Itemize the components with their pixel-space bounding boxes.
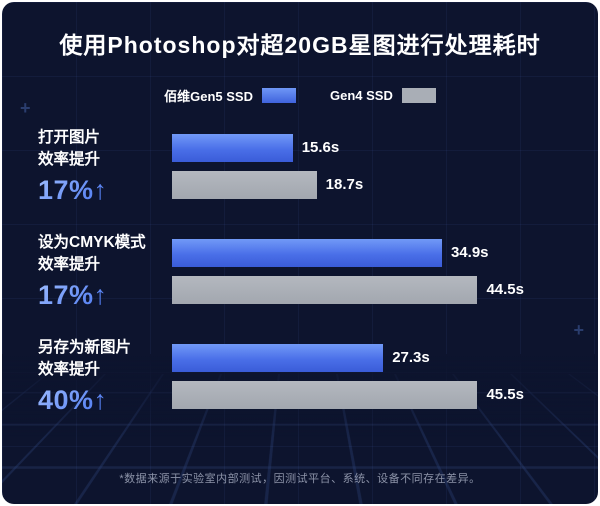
legend-label-gen4: Gen4 SSD bbox=[330, 88, 393, 103]
bar-row-gen4: 18.7s bbox=[172, 170, 524, 199]
bar-group-cmyk-mode: 设为CMYK模式 效率提升 17%↑ 34.9s 44.5s bbox=[2, 232, 598, 311]
bar-row-gen4: 44.5s bbox=[172, 275, 524, 304]
plus-decoration: + bbox=[20, 98, 31, 118]
bar-value: 45.5s bbox=[486, 386, 524, 404]
bar-groups: 打开图片 效率提升 17%↑ 15.6s 18.7s bbox=[2, 127, 598, 416]
bar-group-open-image: 打开图片 效率提升 17%↑ 15.6s 18.7s bbox=[2, 127, 598, 206]
chart-title: 使用Photoshop对超20GB星图进行处理耗时 bbox=[59, 32, 541, 58]
legend-swatch-gen4 bbox=[401, 88, 436, 103]
legend-swatch-gen5 bbox=[262, 88, 296, 103]
category-sublabel: 效率提升 bbox=[38, 256, 101, 274]
chart-legend: 佰维Gen5 SSD Gen4 SSD bbox=[2, 86, 598, 105]
bar-gen4 bbox=[172, 380, 478, 409]
category-label: 打开图片 bbox=[38, 129, 101, 146]
group-label: 另存为新图片 效率提升 40%↑ bbox=[38, 337, 172, 416]
bar-row-gen5: 27.3s bbox=[172, 343, 524, 372]
group-label: 打开图片 效率提升 17%↑ bbox=[38, 127, 172, 206]
bars-area: 15.6s 18.7s bbox=[172, 133, 524, 199]
bar-gen4 bbox=[172, 275, 478, 304]
bar-value: 34.9s bbox=[450, 244, 489, 262]
bar-row-gen4: 45.5s bbox=[172, 380, 524, 409]
bar-row-gen5: 34.9s bbox=[172, 238, 524, 267]
bar-value: 18.7s bbox=[325, 176, 364, 194]
bar-value: 27.3s bbox=[392, 349, 430, 367]
bar-group-save-as-new: 另存为新图片 效率提升 40%↑ 27.3s 45.5s bbox=[2, 337, 598, 416]
category-label: 设为CMYK模式 bbox=[38, 233, 146, 251]
improvement-percent: 17%↑ bbox=[38, 175, 172, 206]
bar-gen4 bbox=[172, 170, 317, 199]
bar-value: 15.6s bbox=[301, 139, 340, 157]
bar-row-gen5: 15.6s bbox=[172, 133, 524, 162]
legend-item-gen5: 佰维Gen5 SSD bbox=[164, 86, 296, 105]
category-label: 另存为新图片 bbox=[38, 338, 132, 356]
bars-area: 34.9s 44.5s bbox=[172, 238, 524, 304]
legend-label-gen5: 佰维Gen5 SSD bbox=[164, 89, 253, 104]
category-sublabel: 效率提升 bbox=[38, 151, 101, 169]
plus-decoration: + bbox=[573, 320, 584, 340]
bars-area: 27.3s 45.5s bbox=[172, 343, 524, 409]
bar-gen5 bbox=[172, 238, 442, 267]
data-source-footnote: *数据来源于实验室内部测试，因测试平台、系统、设备不同存在差异。 bbox=[119, 473, 481, 485]
legend-item-gen4: Gen4 SSD bbox=[330, 88, 436, 103]
improvement-percent: 40%↑ bbox=[38, 385, 172, 416]
bar-value: 44.5s bbox=[486, 281, 524, 299]
group-label: 设为CMYK模式 效率提升 17%↑ bbox=[38, 232, 172, 311]
bar-gen5 bbox=[172, 343, 384, 372]
improvement-percent: 17%↑ bbox=[38, 280, 172, 311]
bar-gen5 bbox=[172, 133, 293, 162]
category-sublabel: 效率提升 bbox=[38, 361, 101, 379]
